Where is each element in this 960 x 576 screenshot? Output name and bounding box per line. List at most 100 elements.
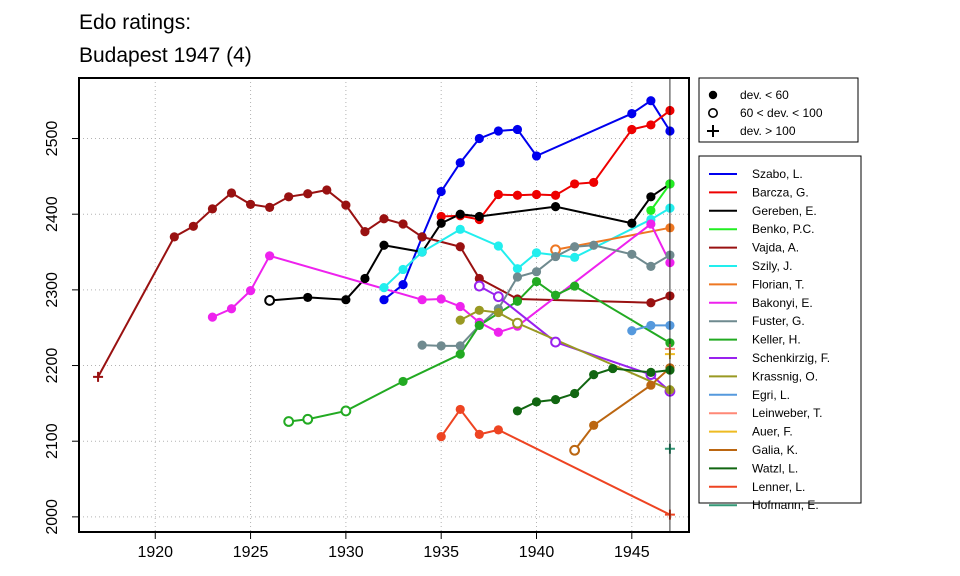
legend-label: Barcza, G. [752,185,809,199]
data-point [455,349,465,359]
deviation-legend-item: dev. > 100 [740,124,796,138]
data-point [569,444,581,456]
data-point [341,200,351,210]
data-point [341,295,351,305]
filled-circle-icon [708,90,718,100]
series-line [383,207,671,289]
data-point [379,240,389,250]
series-line [573,367,671,451]
legend-label: Szily, J. [752,259,792,273]
data-point [436,211,446,222]
data-point [493,241,503,251]
legend-label: Egri, L. [752,388,790,402]
data-point [474,133,484,144]
data-point [322,185,332,195]
data-point [646,367,656,377]
y-tick-label: 2000 [44,499,61,535]
data-point [474,429,484,439]
data-point [226,304,237,314]
legend-label: Leinweber, T. [752,406,823,420]
data-point [379,282,389,293]
data-point [627,326,637,336]
data-point [265,202,275,212]
data-point [455,404,465,415]
data-point [207,204,218,214]
data-point [417,340,427,350]
legend-label: Schenkirzig, F. [752,351,830,365]
legend-label: Watzl, L. [752,461,798,475]
data-point [493,425,503,435]
series-legend: Szabo, L. Barcza, G. Gereben, E. Benko, P.C… [709,167,830,512]
legend-label: Auer, F. [752,425,793,439]
data-point [207,312,218,322]
legend-label: Benko, P.C. [752,222,814,236]
data-point [589,370,599,380]
data-point [474,305,484,315]
data-point [264,295,276,306]
data-point [284,192,294,202]
y-tick-label: 2200 [44,348,61,384]
data-point [531,267,542,277]
legend-label: Hofmann, E. [752,498,819,512]
data-point [550,290,561,300]
data-point [531,276,542,287]
data-point [188,221,198,231]
data-point [398,219,408,229]
data-point [512,264,523,274]
series-line [650,183,671,212]
series-line [269,183,671,302]
deviation-legend-box [698,77,859,143]
data-point [474,211,484,222]
data-point [360,227,370,237]
data-point [550,190,561,200]
data-point [646,298,656,308]
legend-label: Szabo, L. [752,167,803,181]
data-point [646,120,656,130]
data-point [283,416,295,427]
x-tick-label: 1920 [137,544,173,561]
chart-subtitle: Budapest 1947 (4) [79,44,252,67]
legend-label: Galia, K. [752,443,798,457]
data-point [455,341,465,351]
data-point [570,179,580,189]
data-point [512,190,523,200]
data-point [493,327,503,337]
data-point [169,232,179,242]
data-point [627,108,637,119]
data-point [245,286,256,296]
data-point [589,177,599,188]
data-point [646,96,656,106]
data-point [473,280,485,292]
data-point [512,124,523,135]
data-point [512,317,523,329]
x-tick-label: 1940 [519,544,555,561]
data-point [455,224,465,234]
data-point [379,295,389,305]
data-point [360,273,370,284]
series-line [383,99,671,301]
legend-label: Lenner, L. [752,480,805,494]
series-line [459,309,671,391]
data-point [265,251,275,261]
series-points [93,96,676,520]
data-point [512,406,523,416]
x-axis: 1920 1925 1930 1935 1940 1945 [137,532,650,561]
y-tick-label: 2500 [44,121,61,157]
data-point [627,218,637,228]
data-point [436,218,446,228]
chart-title: Edo ratings: [79,11,191,34]
legend-label: Krassnig, O. [752,369,818,383]
deviation-legend: dev. < 60 60 < dev. < 100 dev. > 100 [698,77,859,143]
data-point [493,307,503,318]
data-point [436,432,446,442]
data-point [589,240,599,250]
data-point [589,420,599,430]
data-point [646,320,656,331]
data-point [379,214,389,224]
series-line [440,407,671,516]
data-point [455,301,465,312]
x-tick-label: 1930 [328,544,364,561]
data-point [93,371,104,382]
data-point [570,281,580,291]
